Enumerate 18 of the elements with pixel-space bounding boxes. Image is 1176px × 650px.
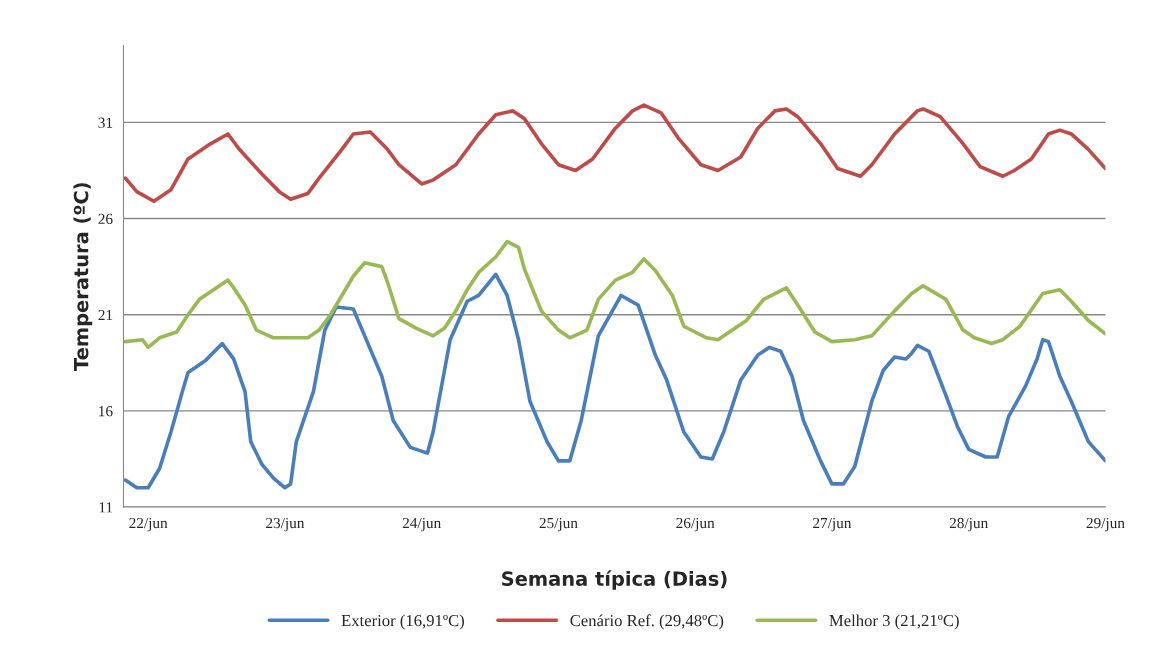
x-tick-label: 27/jun [813,517,852,532]
legend-label: Exterior (16,91ºC) [341,614,464,630]
y-tick-label: 21 [98,309,113,321]
x-tick-label: 28/jun [949,517,988,532]
y-axis-title: Temperatura (ºC) [73,183,93,371]
y-tick-label: 11 [99,502,113,513]
y-tick-label: 16 [99,406,113,417]
x-tick-label: 23/jun [266,517,305,532]
legend-label: Melhor 3 (21,21ºC) [829,614,959,630]
x-tick-label: 24/jun [402,517,441,532]
legend-label: Cenário Ref. (29,48ºC) [570,614,724,630]
x-tick-label: 22/jun [129,517,168,532]
y-tick-label: 31 [98,117,113,128]
x-axis-title: Semana típica (Dias) [502,570,727,590]
x-tick-label: 29/jun [1086,517,1125,532]
y-tick-label: 26 [98,213,113,225]
x-tick-label: 26/jun [676,517,715,532]
x-tick-label: 25/jun [539,517,578,532]
